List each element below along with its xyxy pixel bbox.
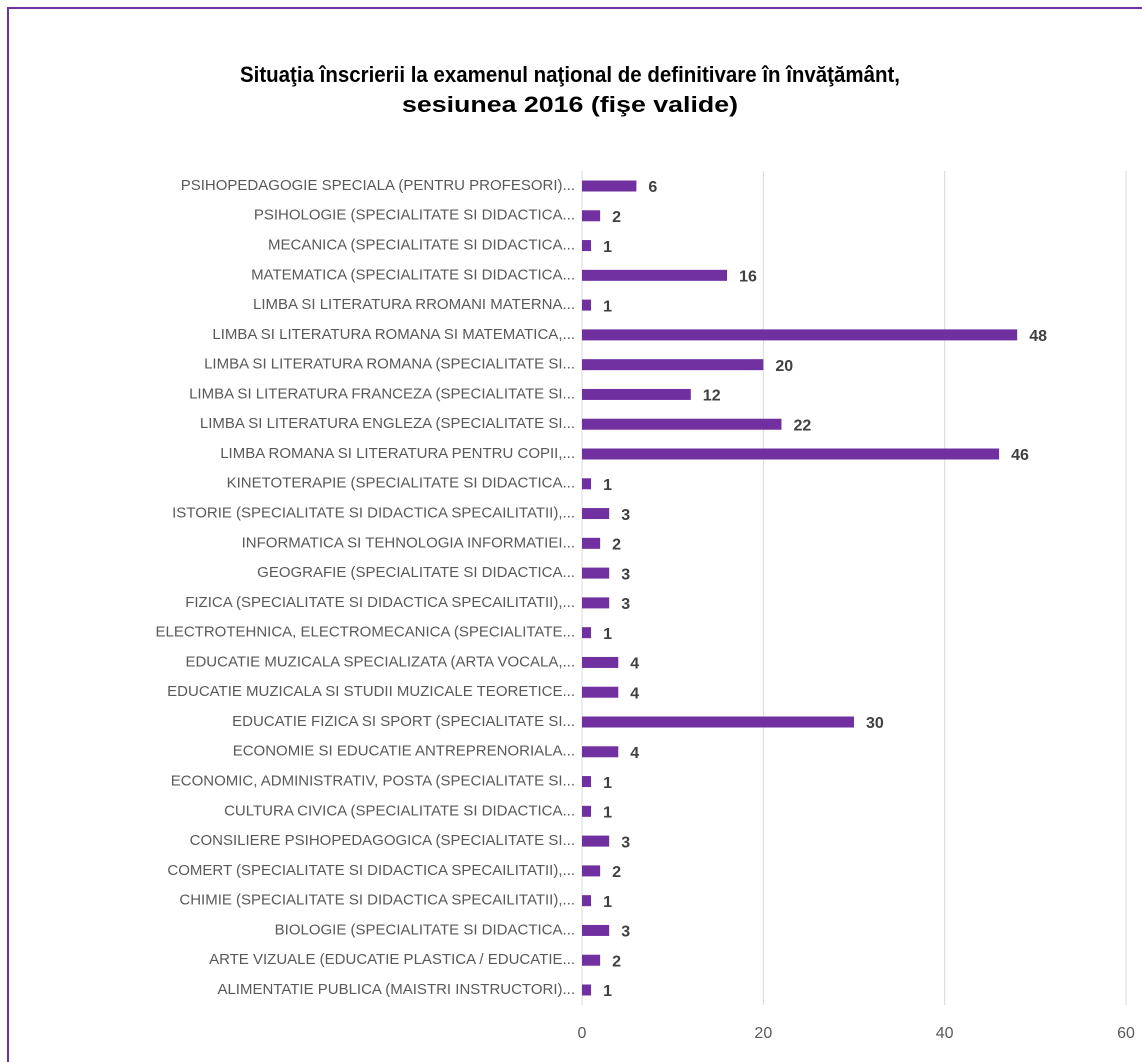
bar <box>582 537 601 549</box>
y-tick-label: EDUCATIE FIZICA SI SPORT (SPECIALITATE S… <box>232 713 575 730</box>
y-tick-label: KINETOTERAPIE (SPECIALITATE SI DIDACTICA… <box>227 475 575 492</box>
bar <box>582 805 592 817</box>
y-tick-label: ELECTROTEHNICA, ELECTROMECANICA (SPECIAL… <box>155 624 575 641</box>
data-label: 1 <box>603 626 612 643</box>
bar <box>582 686 619 698</box>
data-label: 3 <box>621 834 630 851</box>
bar <box>582 597 610 609</box>
data-label: 1 <box>603 298 612 315</box>
y-tick-label: LIMBA ROMANA SI LITERATURA PENTRU COPII,… <box>220 445 575 462</box>
data-label: 1 <box>603 239 612 256</box>
data-label: 2 <box>612 864 621 881</box>
data-label: 30 <box>866 715 884 732</box>
bar <box>582 895 592 907</box>
y-tick-label: PSIHOLOGIE (SPECIALITATE SI DIDACTICA... <box>254 207 575 224</box>
x-tick-label: 40 <box>936 1025 954 1042</box>
bar <box>582 716 854 728</box>
data-label: 1 <box>603 775 612 792</box>
data-label: 4 <box>630 656 639 673</box>
data-label: 2 <box>612 209 621 226</box>
y-tick-label: COMERT (SPECIALITATE SI DIDACTICA SPECAI… <box>167 862 575 879</box>
y-tick-label: PSIHOPEDAGOGIE SPECIALA (PENTRU PROFESOR… <box>181 177 575 194</box>
x-tick-label: 20 <box>754 1025 772 1042</box>
y-tick-label: BIOLOGIE (SPECIALITATE SI DIDACTICA... <box>275 921 575 938</box>
x-tick-label: 60 <box>1117 1025 1135 1042</box>
x-tick-label: 0 <box>578 1025 587 1042</box>
data-label: 48 <box>1029 328 1047 345</box>
y-tick-label: CHIMIE (SPECIALITATE SI DIDACTICA SPECAI… <box>179 892 575 909</box>
bar <box>582 508 610 520</box>
data-label: 20 <box>775 358 793 375</box>
y-tick-label: LIMBA SI LITERATURA FRANCEZA (SPECIALITA… <box>189 385 575 402</box>
bar <box>582 954 601 966</box>
data-label: 4 <box>630 745 639 762</box>
bar <box>582 448 1000 460</box>
bar <box>582 746 619 758</box>
bar <box>582 478 592 490</box>
data-label: 12 <box>703 388 721 405</box>
bar <box>582 329 1018 341</box>
chart-title: Situaţia înscrierii la examenul naţional… <box>240 62 900 87</box>
y-tick-label: MECANICA (SPECIALITATE SI DIDACTICA... <box>268 237 575 254</box>
data-label: 1 <box>603 983 612 1000</box>
data-label: 1 <box>603 477 612 494</box>
bar <box>582 567 610 579</box>
y-tick-label: ECONOMIC, ADMINISTRATIV, POSTA (SPECIALI… <box>171 773 575 790</box>
y-tick-label: EDUCATIE MUZICALA SI STUDII MUZICALE TEO… <box>167 683 575 700</box>
data-label: 22 <box>793 417 811 434</box>
y-tick-label: ALIMENTATIE PUBLICA (MAISTRI INSTRUCTORI… <box>217 981 575 998</box>
bar <box>582 210 601 222</box>
data-label: 4 <box>630 685 639 702</box>
y-tick-label: LIMBA SI LITERATURA RROMANI MATERNA... <box>253 296 575 313</box>
bar <box>582 299 592 311</box>
data-label: 3 <box>621 596 630 613</box>
y-tick-label: CONSILIERE PSIHOPEDAGOGICA (SPECIALITATE… <box>190 832 575 849</box>
y-tick-label: CULTURA CIVICA (SPECIALITATE SI DIDACTIC… <box>224 802 575 819</box>
data-label: 1 <box>603 894 612 911</box>
data-label: 6 <box>648 179 657 196</box>
data-label: 2 <box>612 537 621 554</box>
y-tick-label: LIMBA SI LITERATURA ROMANA (SPECIALITATE… <box>204 356 575 373</box>
y-tick-label: FIZICA (SPECIALITATE SI DIDACTICA SPECAI… <box>185 594 575 611</box>
data-label: 3 <box>621 924 630 941</box>
data-label: 3 <box>621 566 630 583</box>
bar <box>582 835 610 847</box>
y-tick-label: GEOGRAFIE (SPECIALITATE SI DIDACTICA... <box>257 564 575 581</box>
bar <box>582 388 691 400</box>
y-tick-label: LIMBA SI LITERATURA ENGLEZA (SPECIALITAT… <box>200 415 575 432</box>
bar <box>582 924 610 936</box>
bar <box>582 656 619 668</box>
y-tick-label: LIMBA SI LITERATURA ROMANA SI MATEMATICA… <box>212 326 575 343</box>
data-label: 16 <box>739 269 757 286</box>
bar <box>582 627 592 639</box>
bar <box>582 240 592 252</box>
y-tick-label: EDUCATIE MUZICALA SPECIALIZATA (ARTA VOC… <box>185 653 575 670</box>
bar <box>582 180 637 192</box>
y-tick-label: ISTORIE (SPECIALITATE SI DIDACTICA SPECA… <box>172 505 575 522</box>
chart-title: sesiunea 2016 (fişe valide) <box>402 92 738 117</box>
y-tick-label: MATEMATICA (SPECIALITATE SI DIDACTICA... <box>251 266 575 283</box>
data-label: 1 <box>603 805 612 822</box>
data-label: 3 <box>621 507 630 524</box>
frame <box>7 7 1142 1062</box>
y-tick-label: INFORMATICA SI TEHNOLOGIA INFORMATIEI... <box>242 534 575 551</box>
bar <box>582 418 782 430</box>
bar <box>582 359 764 371</box>
y-tick-label: ARTE VIZUALE (EDUCATIE PLASTICA / EDUCAT… <box>209 951 575 968</box>
data-label: 46 <box>1011 447 1029 464</box>
y-tick-label: ECONOMIE SI EDUCATIE ANTREPRENORIALA... <box>233 743 575 760</box>
bar <box>582 269 728 281</box>
bar <box>582 984 592 996</box>
bar <box>582 776 592 788</box>
data-label: 2 <box>612 953 621 970</box>
bar <box>582 865 601 877</box>
